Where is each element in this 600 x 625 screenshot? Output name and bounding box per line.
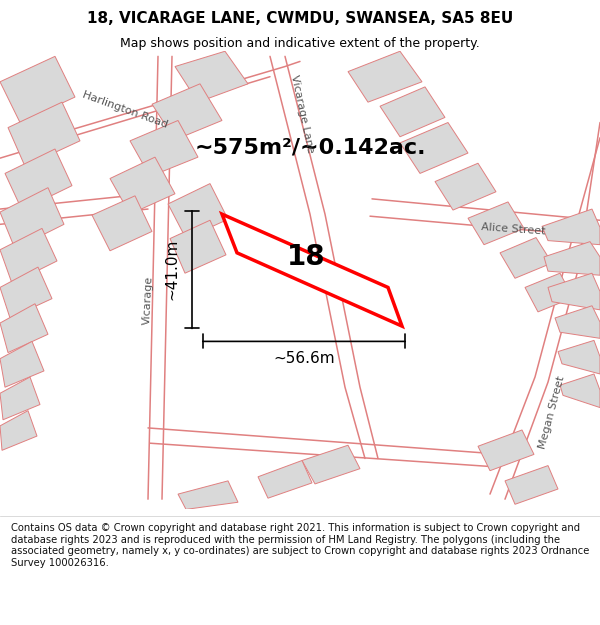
Polygon shape [500, 238, 552, 278]
Polygon shape [478, 430, 534, 471]
Polygon shape [505, 466, 558, 504]
Polygon shape [555, 306, 600, 338]
Polygon shape [435, 163, 496, 210]
Polygon shape [258, 461, 312, 498]
Polygon shape [302, 445, 360, 484]
Polygon shape [178, 481, 238, 509]
Text: Alice Street: Alice Street [481, 222, 545, 237]
Text: Megan Street: Megan Street [538, 375, 566, 450]
Polygon shape [348, 51, 422, 102]
Text: ~56.6m: ~56.6m [273, 351, 335, 366]
Text: Contains OS data © Crown copyright and database right 2021. This information is : Contains OS data © Crown copyright and d… [11, 523, 589, 568]
Text: Harlington Road: Harlington Road [81, 89, 169, 129]
Polygon shape [8, 102, 80, 166]
Text: Map shows position and indicative extent of the property.: Map shows position and indicative extent… [120, 37, 480, 50]
Polygon shape [0, 267, 52, 318]
Polygon shape [130, 121, 198, 176]
Polygon shape [548, 273, 600, 310]
Text: 18, VICARAGE LANE, CWMDU, SWANSEA, SA5 8EU: 18, VICARAGE LANE, CWMDU, SWANSEA, SA5 8… [87, 11, 513, 26]
Polygon shape [110, 157, 175, 214]
Polygon shape [0, 377, 40, 420]
Polygon shape [544, 242, 600, 275]
Polygon shape [0, 188, 64, 249]
Polygon shape [0, 411, 37, 451]
Text: Vicarage: Vicarage [142, 276, 154, 326]
Polygon shape [170, 220, 226, 273]
Polygon shape [222, 214, 402, 326]
Polygon shape [558, 341, 600, 374]
Polygon shape [175, 51, 248, 102]
Text: ~41.0m: ~41.0m [164, 239, 179, 300]
Polygon shape [380, 87, 445, 137]
Text: Vicarage Lane: Vicarage Lane [289, 74, 315, 154]
Polygon shape [0, 341, 44, 388]
Polygon shape [0, 304, 48, 352]
Polygon shape [0, 228, 57, 283]
Polygon shape [92, 196, 152, 251]
Text: 18: 18 [287, 243, 325, 271]
Polygon shape [542, 209, 600, 244]
Polygon shape [0, 56, 75, 122]
Polygon shape [400, 122, 468, 173]
Text: ~575m²/~0.142ac.: ~575m²/~0.142ac. [194, 138, 426, 158]
Polygon shape [5, 149, 72, 210]
Polygon shape [152, 84, 222, 140]
Polygon shape [560, 374, 600, 408]
Polygon shape [525, 273, 573, 312]
Polygon shape [468, 202, 524, 244]
Polygon shape [168, 184, 228, 239]
